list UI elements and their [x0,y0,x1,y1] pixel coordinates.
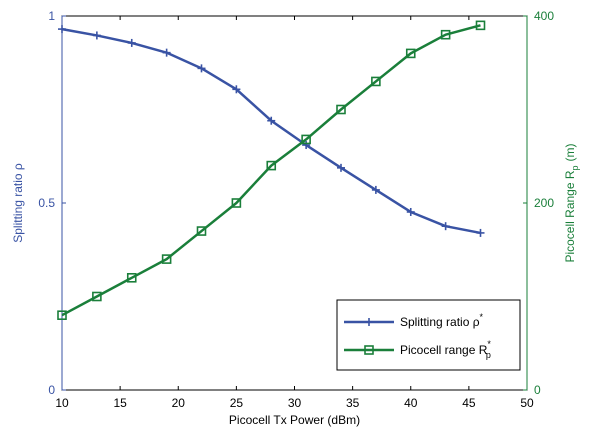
series-1-point-6 [266,160,277,171]
y-axis-left-title: Splitting ratio ρ [11,163,25,243]
series-0-point-3 [162,48,171,57]
series-1-point-4 [196,226,207,236]
series-1-point-5 [231,198,242,208]
y-axis-right-title-sub: p [570,165,580,170]
legend-marker-shape-1 [364,345,374,355]
series-0-point-10 [406,207,415,216]
x-tick-label-6: 40 [404,396,418,410]
legend-label-splitting-ratio-sup: * [480,312,484,322]
series-layer [57,20,486,321]
legend-marker-splitting-ratio [365,318,373,326]
series-0-point-9 [371,185,380,194]
x-tick-label-7: 45 [462,396,476,410]
series-1-point-0 [57,310,67,321]
series-0-point-8 [337,163,345,172]
y-right-tick-label-1: 200 [534,196,554,210]
legend-entry-picocell-range: Picocell range R* p [344,339,491,360]
series-1-point-3 [161,254,172,264]
y-axis-right-title-unit: (m) [563,143,577,161]
legend-label-picocell-range-main: Picocell range R [400,343,488,357]
legend: Splitting ratio ρ* Picocell range R* p [336,299,521,371]
series-0-point-6 [267,116,276,125]
y-left-tick-label-0: 0 [48,383,55,397]
y-axis-left: 00.51 [38,9,66,397]
x-tick-label-4: 30 [288,396,302,410]
legend-label-picocell-range: Picocell range R* p [400,339,491,360]
legend-label-splitting-ratio: Splitting ratio ρ* [400,312,484,329]
x-tick-label-8: 50 [520,396,534,410]
y-left-tick-label-2: 1 [48,9,55,23]
x-tick-label-0: 10 [55,396,69,410]
legend-entry-splitting-ratio: Splitting ratio ρ* [344,312,484,329]
series-1-point-7 [301,134,311,145]
series-0-point-12 [476,228,485,237]
legend-box [336,299,521,371]
series-0-point-4 [197,64,206,73]
y-axis-right-title: Picocell Range Rp (m) [563,143,580,262]
series-0-point-11 [441,222,450,231]
legend-label-picocell-range-sup: * [487,339,491,349]
series-0-point-0 [58,25,66,34]
y-axis-right: 0 200 400 [523,9,554,397]
y-axis-right-title-main: Picocell Range R [563,170,577,262]
series-0-point-1 [92,31,101,40]
legend-label-splitting-ratio-main: Splitting ratio ρ [400,315,480,329]
series-0-point-7 [302,141,311,150]
x-tick-label-2: 20 [172,396,186,410]
series-1-point-8 [336,104,346,115]
legend-marker-shape-0 [365,318,373,326]
y-right-tick-label-0: 0 [534,383,541,397]
x-tick-label-1: 15 [113,396,127,410]
x-axis-title: Picocell Tx Power (dBm) [229,413,360,427]
series-1-point-2 [126,272,137,283]
series-1-point-11 [440,29,451,40]
series-line-1 [61,24,481,317]
legend-label-picocell-range-sub: p [486,350,491,360]
series-1-point-1 [92,291,102,302]
y-left-tick-label-1: 0.5 [38,196,55,210]
x-tick-label-5: 35 [346,396,360,410]
series-0-point-2 [127,38,136,47]
x-tick-label-3: 25 [230,396,244,410]
legend-marker-picocell-range [364,345,374,355]
y-right-tick-label-2: 400 [534,9,554,23]
series-1-point-9 [371,76,381,87]
x-axis: 10 15 20 25 30 35 40 45 50 [55,16,534,410]
series-1-point-12 [475,20,486,31]
series-0-point-5 [232,85,241,94]
series-1-point-10 [405,48,416,59]
